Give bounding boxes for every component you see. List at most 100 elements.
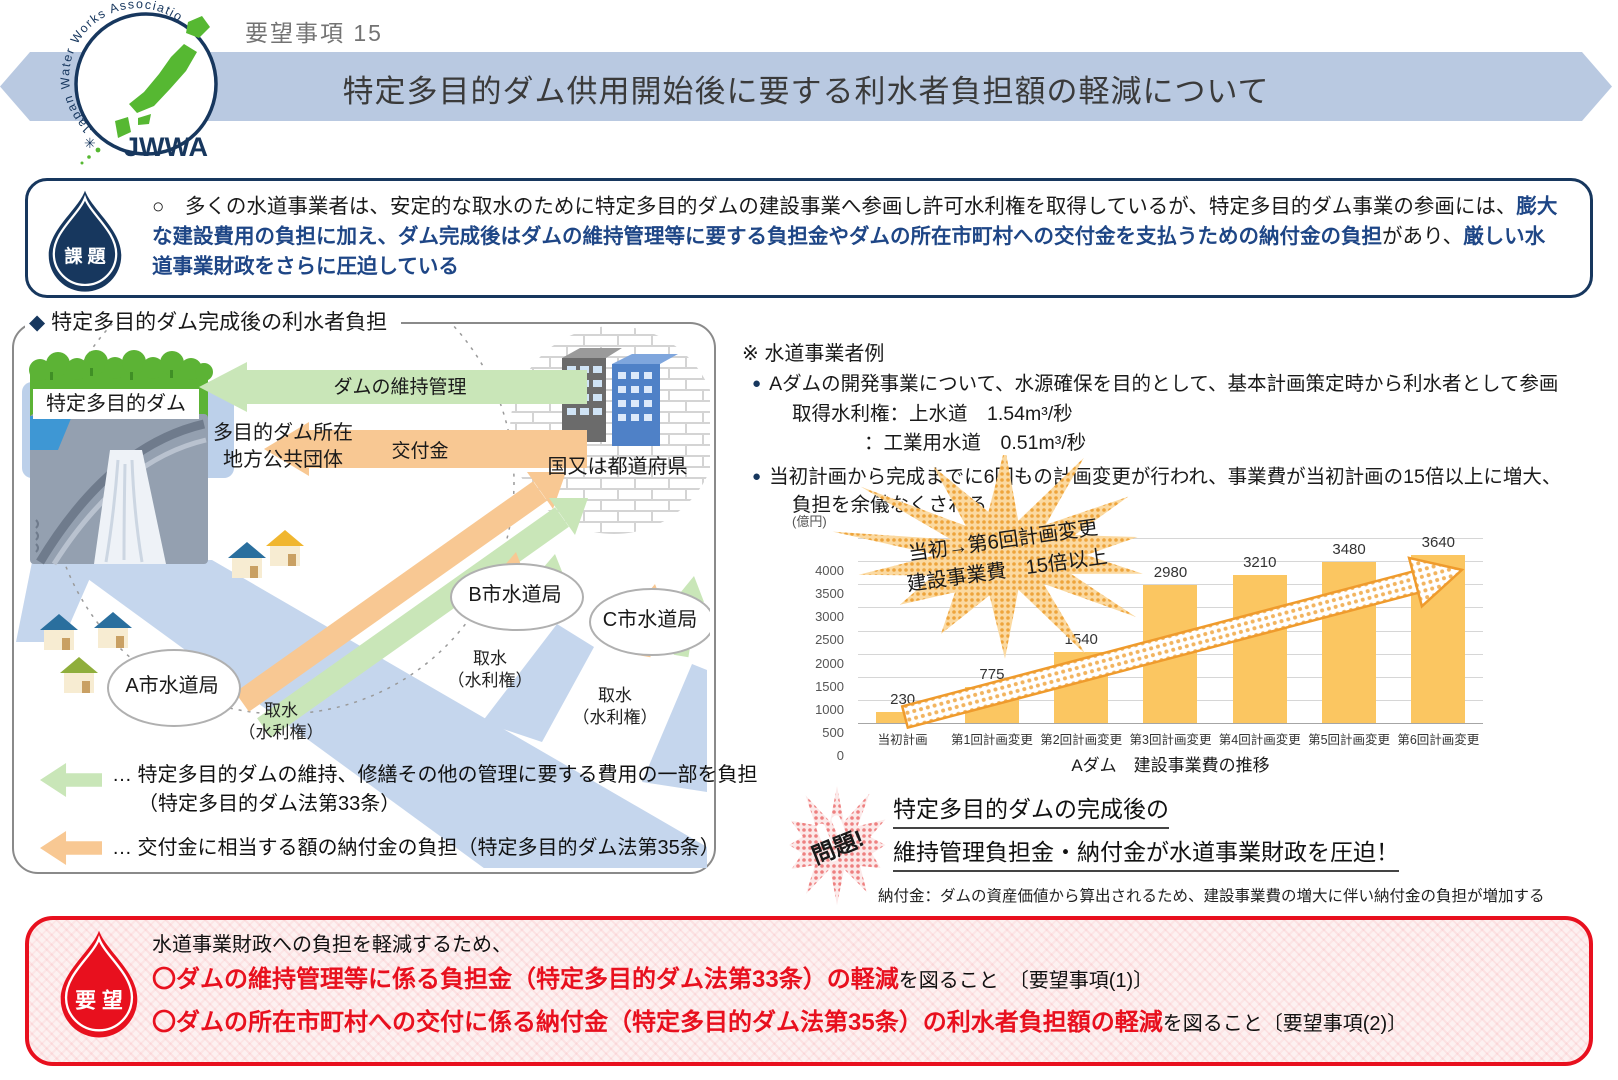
exclamation-icon: [816, 815, 853, 862]
bureau-c-ellipse: [589, 588, 710, 656]
problem-badge-label: 問題!: [808, 825, 868, 869]
municipality-label: 多目的ダム所在 地方公共団体: [208, 420, 358, 474]
bureau-b-label: B市水道局: [468, 584, 562, 606]
y-tick-label: 4000: [815, 563, 844, 578]
y-tick-label: 500: [822, 724, 844, 740]
bar-slot: 775: [947, 538, 1036, 723]
request-item2-em: 〇ダムの所在市町村への交付に係る納付金（特定多目的ダム法第35条）の利水者負担額…: [152, 1009, 1163, 1036]
intake-c-line2: （水利権）: [572, 708, 658, 727]
bar-slot: 3640: [1394, 534, 1483, 723]
issue-box: [25, 178, 1593, 298]
bar-slot: 2980: [1126, 538, 1215, 723]
intake-a-line2: （水利権）: [238, 723, 324, 742]
diagram-heading: ◆ 特定多目的ダム完成後の利水者負担: [25, 306, 402, 336]
issue-text: ○ 多くの水道事業者は、安定的な取水のために特定多目的ダムの建設事業へ参画し許可…: [152, 192, 1564, 282]
category-label: 第5回計画変更: [1308, 733, 1391, 747]
intake-label-a: 取水 （水利権）: [226, 700, 336, 744]
y-tick-label: 2000: [815, 655, 844, 671]
chart-yticks: 0 500 1000 1500 2000 2500 3000 3500 4000: [790, 538, 850, 763]
legend-item-maintenance: … 特定多目的ダムの維持、修繕その他の管理に要する費用の一部を負担 （特定多目的ダ…: [112, 761, 758, 819]
category-label: 第3回計画変更: [1129, 733, 1212, 747]
japan-map-icon: [80, 16, 210, 165]
issue-seg-1: 膨大な建設費用の負担に加え、ダム完成後はダムの維持管理等に要する負担金やダムの所…: [152, 195, 1558, 248]
bar: [1322, 562, 1377, 723]
header-banner: [0, 52, 1612, 121]
payment-arrow-a-green: [257, 498, 588, 738]
example-bullet-2: ● 当初計画から完成までに6回もの計画変更が行われ、事業費が当初計画の15倍以上に…: [752, 462, 1561, 492]
request-item1-rest: を図ること 〔要望事項(1)〕: [898, 970, 1154, 992]
bar-value-label: 230: [890, 691, 916, 709]
government-label: 国又は都道府県: [547, 456, 688, 478]
legend-item-grant: … 交付金に相当する額の納付金の負担（特定多目的ダム法第35条）: [112, 837, 720, 859]
legend-green-line2: （特定多目的ダム法第33条）: [138, 793, 401, 815]
request-item2-rest: を図ること〔要望事項(2)〕: [1162, 1013, 1408, 1035]
request-box: [25, 916, 1593, 1066]
bullet-dot-icon: ●: [752, 468, 762, 485]
problem-note: 納付金：ダムの資産価値から算出されるため、建設事業費の増大に伴い納付金の負担が増…: [878, 888, 1545, 905]
y-tick-label: 1500: [815, 678, 844, 694]
issue-seg-0: ○ 多くの水道事業者は、安定的な取水のために特定多目的ダムの建設事業へ参画し許可…: [152, 195, 1517, 218]
bar-value-label: 2980: [1153, 564, 1188, 582]
request-badge-label: 要 望: [75, 988, 123, 1012]
chart: (億円) 0 500 1000 1500 2000 2500 3000 3500 4000 23…: [790, 505, 1502, 783]
issue-drop-icon: 課 題: [48, 190, 122, 292]
category-label: 第1回計画変更: [950, 733, 1033, 747]
dam-illustration: [22, 350, 234, 566]
river: [16, 560, 707, 868]
intake-label-c: 取水 （水利権）: [560, 685, 670, 729]
bureau-c-label: C市水道局: [602, 609, 698, 631]
request-item1-em: 〇ダムの維持管理等に係る負担金（特定多目的ダム法第33条）の軽減: [152, 966, 899, 993]
jwwa-logo: Japan Water Works Association ✳ JWWA: [58, 0, 218, 165]
bar: [875, 712, 930, 723]
intake-a-line1: 取水: [264, 701, 298, 720]
bar: [964, 687, 1019, 723]
gridline: [858, 538, 1483, 539]
logo-mark: ✳: [84, 135, 96, 151]
legend-green-line1: … 特定多目的ダムの維持、修繕その他の管理に要する費用の一部を負担: [112, 764, 758, 786]
diagram-heading-text: 特定多目的ダム完成後の利水者負担: [51, 311, 388, 334]
grant-arrow-label: 交付金: [391, 441, 449, 462]
intake-c-line1: 取水: [598, 686, 632, 705]
y-tick-label: 3000: [815, 609, 844, 625]
bar-value-label: 3640: [1421, 533, 1456, 551]
request-drop-icon: 要 望: [60, 930, 138, 1038]
example-bullet1-line2: 取得水利権：上水道 1.54m³/秒: [792, 403, 1073, 425]
bureau-a-label: A市水道局: [125, 675, 219, 697]
bar-slot: 3480: [1304, 538, 1393, 723]
intake-b-line1: 取水: [473, 649, 507, 668]
issue-seg-2: があり、: [1382, 225, 1464, 248]
problem-heading-1: 特定多目的ダムの完成後の: [893, 790, 1169, 829]
problem-burst: 問題!: [789, 786, 886, 906]
request-intro: 水道事業財政への負担を軽減するため、: [152, 934, 512, 956]
gridline: [858, 561, 1483, 563]
grant-arrow: [264, 422, 587, 476]
request-text: 水道事業財政への負担を軽減するため、 〇ダムの維持管理等に係る負担金（特定多目的…: [152, 930, 1582, 1046]
bar: [1054, 651, 1109, 723]
bar: [1232, 574, 1287, 723]
y-tick-label: 3500: [815, 586, 844, 602]
gridline: [858, 723, 1483, 724]
house-icons: [40, 530, 304, 693]
intake-b-line2: （水利権）: [447, 671, 533, 690]
bar-value-label: 1540: [1064, 630, 1098, 648]
example-bullet1-line3: ：工業用水道 0.51m³/秒: [864, 432, 1087, 454]
issue-seg-3: 厳しい水道事業財政をさらに圧迫している: [152, 225, 1546, 278]
bureau-b-ellipse: [450, 563, 584, 631]
bar: [1411, 554, 1466, 723]
diamond-icon: ◆: [29, 311, 46, 334]
bar-slot: 1540: [1037, 538, 1126, 723]
service-area-dashed-circle: [49, 324, 515, 715]
doc-label: 要望事項 15: [245, 20, 383, 46]
bullet-dot-icon: ●: [752, 375, 762, 392]
category-label: 第4回計画変更: [1218, 733, 1301, 747]
y-tick-label: 2500: [815, 632, 844, 648]
bar-value-label: 775: [979, 666, 1005, 684]
chart-caption: Aダム 建設事業費の推移: [1071, 756, 1270, 775]
municipality-line1: 多目的ダム所在: [213, 422, 353, 444]
category-label: 当初計画: [877, 733, 928, 747]
request-item-1: 〇ダムの維持管理等に係る負担金（特定多目的ダム法第33条）の軽減を図ること 〔要…: [152, 960, 1582, 1003]
municipality-line2: 地方公共団体: [223, 449, 343, 471]
y-tick-label: 0: [836, 748, 844, 763]
bar-slot: 3210: [1215, 538, 1304, 723]
